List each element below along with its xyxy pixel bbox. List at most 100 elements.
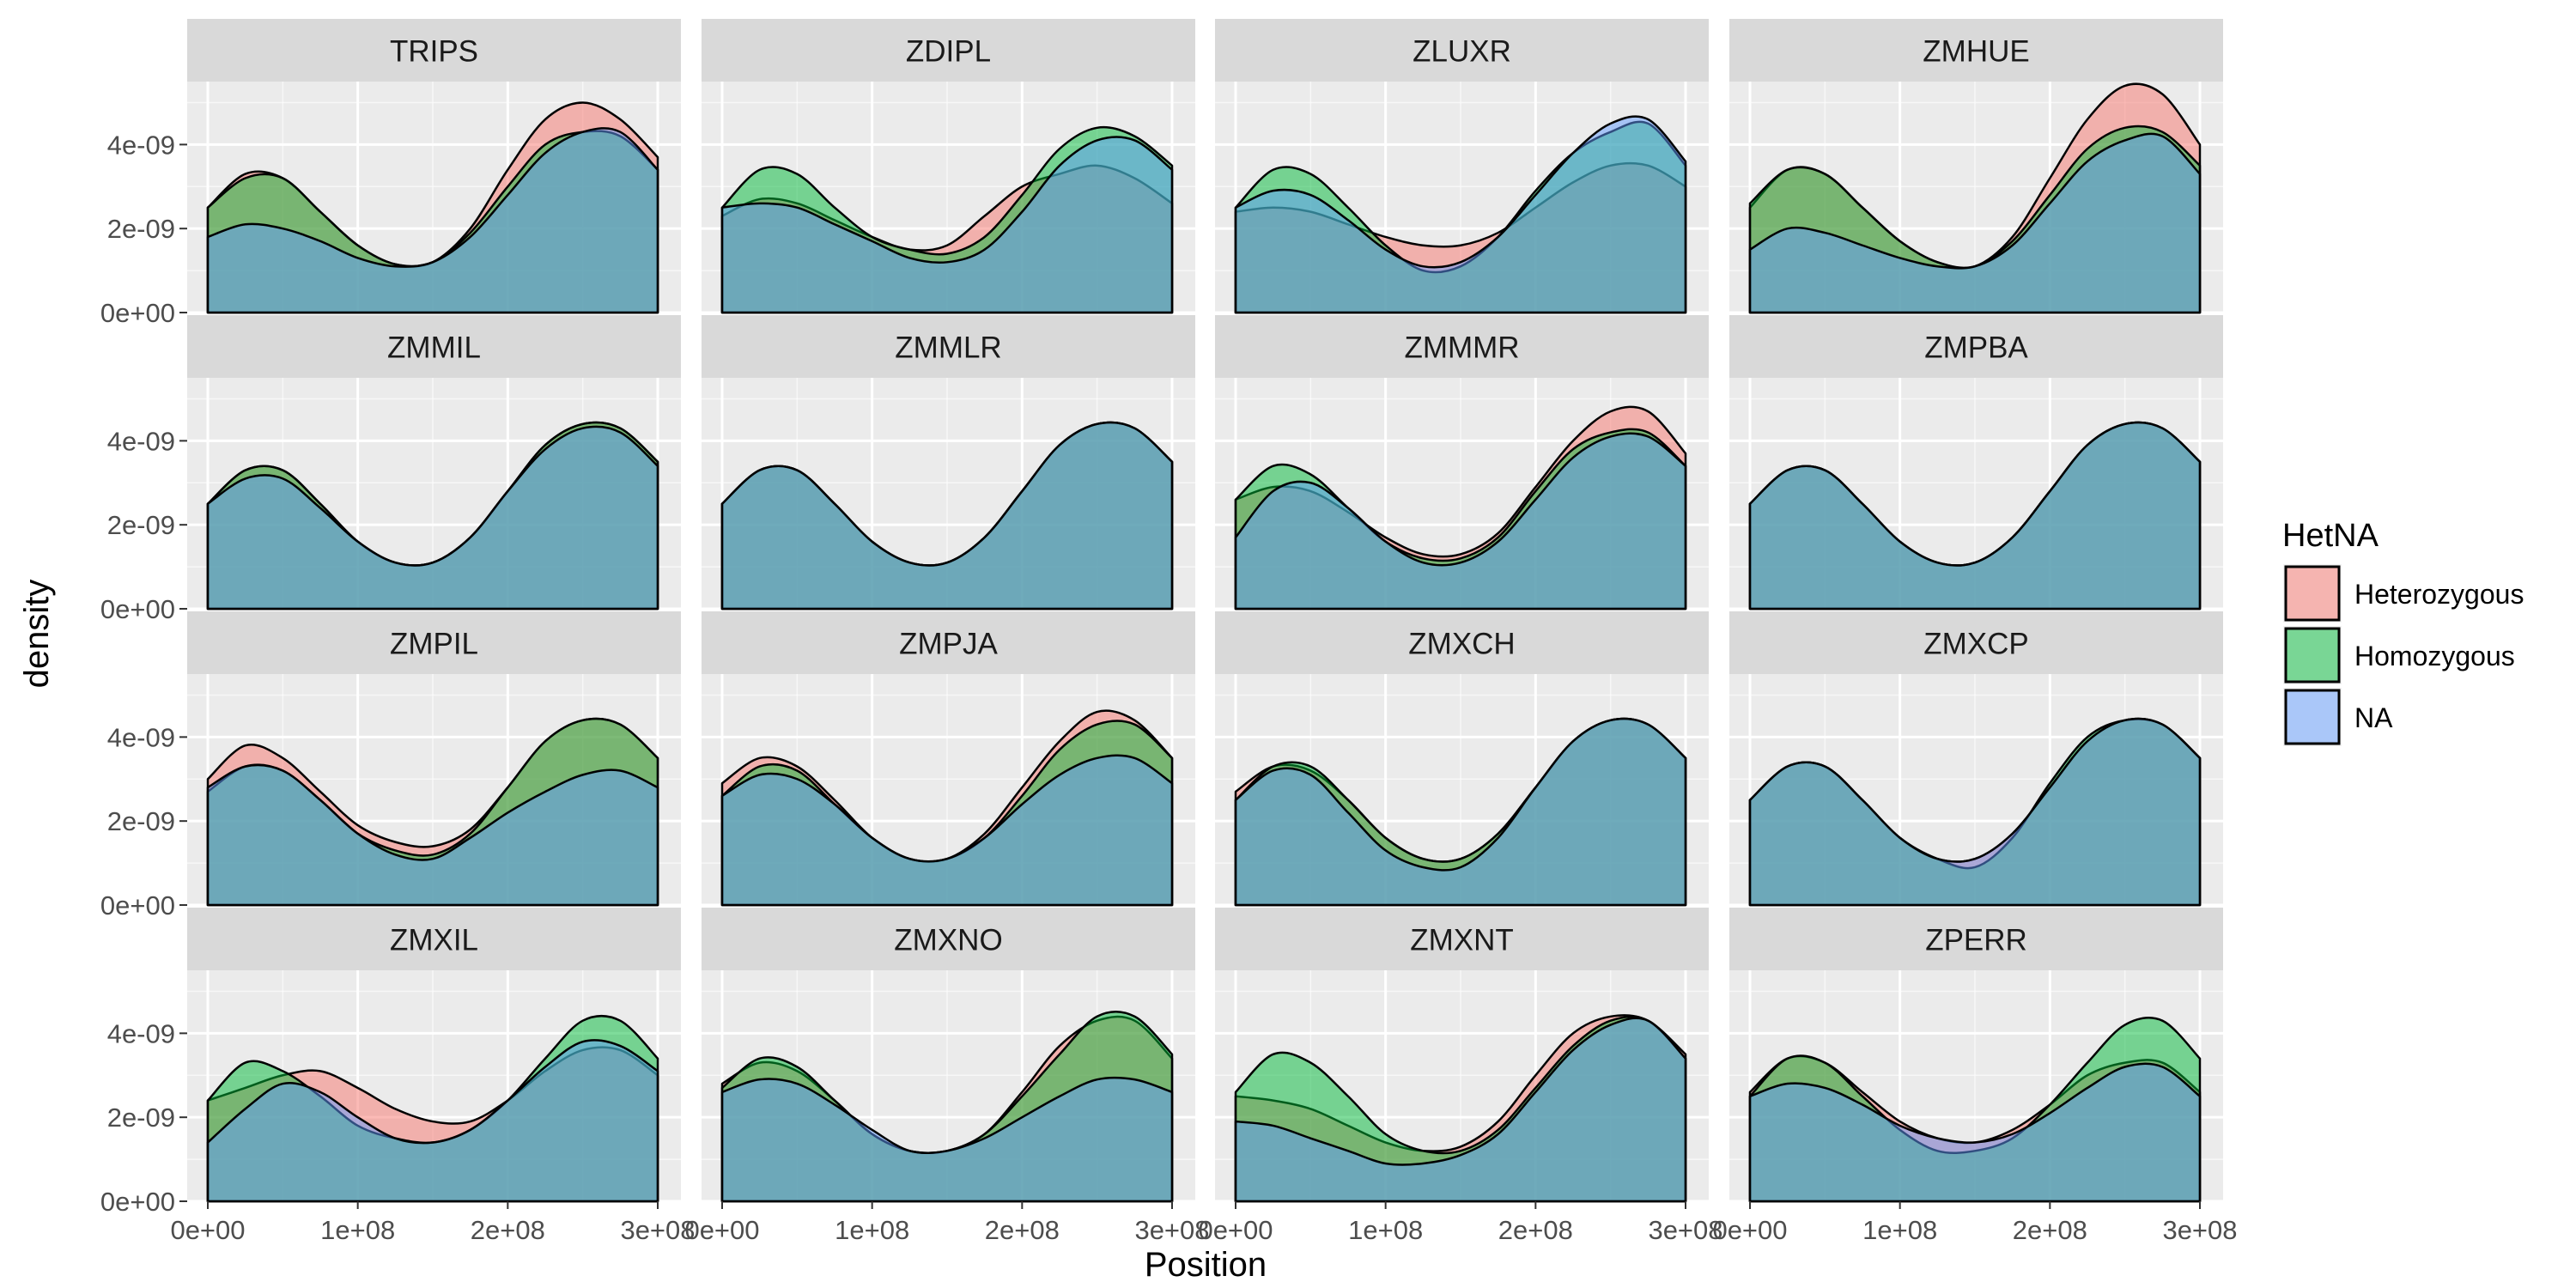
legend-key-homozygous: Homozygous xyxy=(2283,626,2515,684)
y-tick-label: 2e-09 xyxy=(107,510,175,540)
legend-key-na: NA xyxy=(2283,688,2393,746)
x-tick-label: 2e+08 xyxy=(985,1215,1060,1245)
facet-strip xyxy=(1729,19,2223,82)
density-area-na xyxy=(206,127,659,314)
y-tick-label: 2e-09 xyxy=(107,214,175,244)
density-area-na xyxy=(1234,115,1687,314)
facet-strip-label: ZMMLR xyxy=(895,331,1001,365)
facet-strip xyxy=(187,908,681,970)
y-tick-label: 0e+00 xyxy=(100,890,175,920)
y-tick-label: 2e-09 xyxy=(107,1103,175,1133)
facet-strip xyxy=(187,19,681,82)
facet-strip-label: ZLUXR xyxy=(1413,35,1511,69)
legend: HetNA Heterozygous Homozygous NA xyxy=(2282,518,2524,746)
facet-strip xyxy=(702,19,1195,82)
density-area-na xyxy=(1234,717,1687,907)
plot-area xyxy=(187,674,681,907)
facet-panel-zmxil: ZMXIL xyxy=(187,908,681,1203)
density-area-na xyxy=(720,421,1174,611)
facet-panel-zluxr: ZLUXR xyxy=(1215,19,1709,314)
legend-swatch xyxy=(2284,627,2341,683)
x-tick-label: 2e+08 xyxy=(471,1215,545,1245)
y-tick-label: 4e-09 xyxy=(107,722,175,752)
y-tick-label: 2e-09 xyxy=(107,806,175,836)
x-tick-label: 0e+00 xyxy=(684,1215,759,1245)
facet-strip-label: ZMMIL xyxy=(387,331,481,365)
facet-panel-zmxcp: ZMXCP xyxy=(1729,611,2223,907)
facet-strip-label: ZMXNO xyxy=(894,924,1002,957)
legend-key-heterozygous: Heterozygous xyxy=(2283,564,2524,623)
density-area-na xyxy=(1234,432,1687,611)
y-axis-title: density xyxy=(18,580,56,689)
facet-strip-label: ZMXCH xyxy=(1408,628,1515,661)
density-area-na xyxy=(1234,1017,1687,1203)
facet-panel-trips: TRIPS xyxy=(187,19,681,314)
density-area-na xyxy=(1748,717,2202,907)
plot-area xyxy=(187,970,681,1203)
facet-strip xyxy=(1729,611,2223,674)
x-axis-title: Position xyxy=(1145,1246,1267,1284)
facet-strip xyxy=(1729,908,2223,970)
facet-panel-zdipl: ZDIPL xyxy=(702,19,1195,314)
x-tick-label: 0e+00 xyxy=(1198,1215,1273,1245)
plot-area xyxy=(1729,970,2223,1203)
density-area-na xyxy=(1748,1062,2202,1203)
facet-panel-zmmlr: ZMMLR xyxy=(702,315,1195,611)
x-tick-label: 1e+08 xyxy=(1862,1215,1937,1245)
plot-area xyxy=(1215,82,1709,314)
facet-strip xyxy=(1215,315,1709,378)
density-area-na xyxy=(206,763,659,907)
facet-strip-label: ZMXCP xyxy=(1923,628,2029,661)
facet-strip xyxy=(702,315,1195,378)
y-tick-label: 0e+00 xyxy=(100,1187,175,1217)
facet-panels: TRIPS ZDIPL ZLUXR ZMHUE ZMMIL ZMMLR ZMMMR ZMPBA… xyxy=(187,19,2223,1203)
plot-area xyxy=(702,970,1195,1203)
facet-strip xyxy=(187,315,681,378)
facet-strip-label: ZPERR xyxy=(1925,924,2027,957)
facet-panel-zmmil: ZMMIL xyxy=(187,315,681,611)
x-tick-label: 2e+08 xyxy=(2013,1215,2087,1245)
y-tick-label: 0e+00 xyxy=(100,298,175,328)
facet-panel-zmpba: ZMPBA xyxy=(1729,315,2223,611)
facet-panel-zmxnt: ZMXNT xyxy=(1215,908,1709,1203)
density-area-na xyxy=(720,754,1174,907)
y-tick-label: 0e+00 xyxy=(100,594,175,624)
y-tick-label: 4e-09 xyxy=(107,1018,175,1048)
x-tick-label: 2e+08 xyxy=(1498,1215,1573,1245)
facet-strip-label: ZMPJA xyxy=(899,628,998,661)
facet-strip-label: ZMXNT xyxy=(1410,924,1514,957)
x-tick-label: 3e+08 xyxy=(620,1215,695,1245)
x-tick-label: 3e+08 xyxy=(1648,1215,1722,1245)
legend-swatch xyxy=(2284,565,2341,622)
facet-strip-label: ZMXIL xyxy=(390,924,478,957)
facet-panel-zperr: ZPERR xyxy=(1729,908,2223,1203)
plot-area xyxy=(1729,378,2223,611)
x-tick-label: 1e+08 xyxy=(835,1215,909,1245)
plot-area xyxy=(1215,378,1709,611)
density-area-na xyxy=(720,136,1174,314)
y-tick-label: 4e-09 xyxy=(107,130,175,160)
facet-strip xyxy=(1729,315,2223,378)
facet-strip xyxy=(1215,908,1709,970)
facet-strip xyxy=(1215,19,1709,82)
facet-strip-label: ZDIPL xyxy=(906,35,991,69)
facet-strip xyxy=(702,611,1195,674)
x-tick-label: 1e+08 xyxy=(1348,1215,1423,1245)
plot-area xyxy=(187,82,681,314)
axes: 0e+00 2e-09 4e-09 0e+00 2e-09 4e-09 0e+00 2e-09… xyxy=(100,130,2238,1245)
legend-label: Heterozygous xyxy=(2354,579,2524,610)
legend-title: HetNA xyxy=(2282,518,2379,554)
plot-area xyxy=(1215,970,1709,1203)
facet-strip-label: ZMMMR xyxy=(1404,331,1519,365)
x-tick-label: 0e+00 xyxy=(1712,1215,1787,1245)
x-tick-label: 0e+00 xyxy=(170,1215,245,1245)
plot-area xyxy=(1215,674,1709,907)
facet-panel-zmpil: ZMPIL xyxy=(187,611,681,907)
plot-area xyxy=(187,378,681,611)
x-tick-label: 1e+08 xyxy=(320,1215,395,1245)
plot-area xyxy=(1729,674,2223,907)
facet-panel-zmhue: ZMHUE xyxy=(1729,19,2223,314)
facet-panel-zmxno: ZMXNO xyxy=(702,908,1195,1203)
plot-area xyxy=(702,674,1195,907)
facet-strip xyxy=(187,611,681,674)
